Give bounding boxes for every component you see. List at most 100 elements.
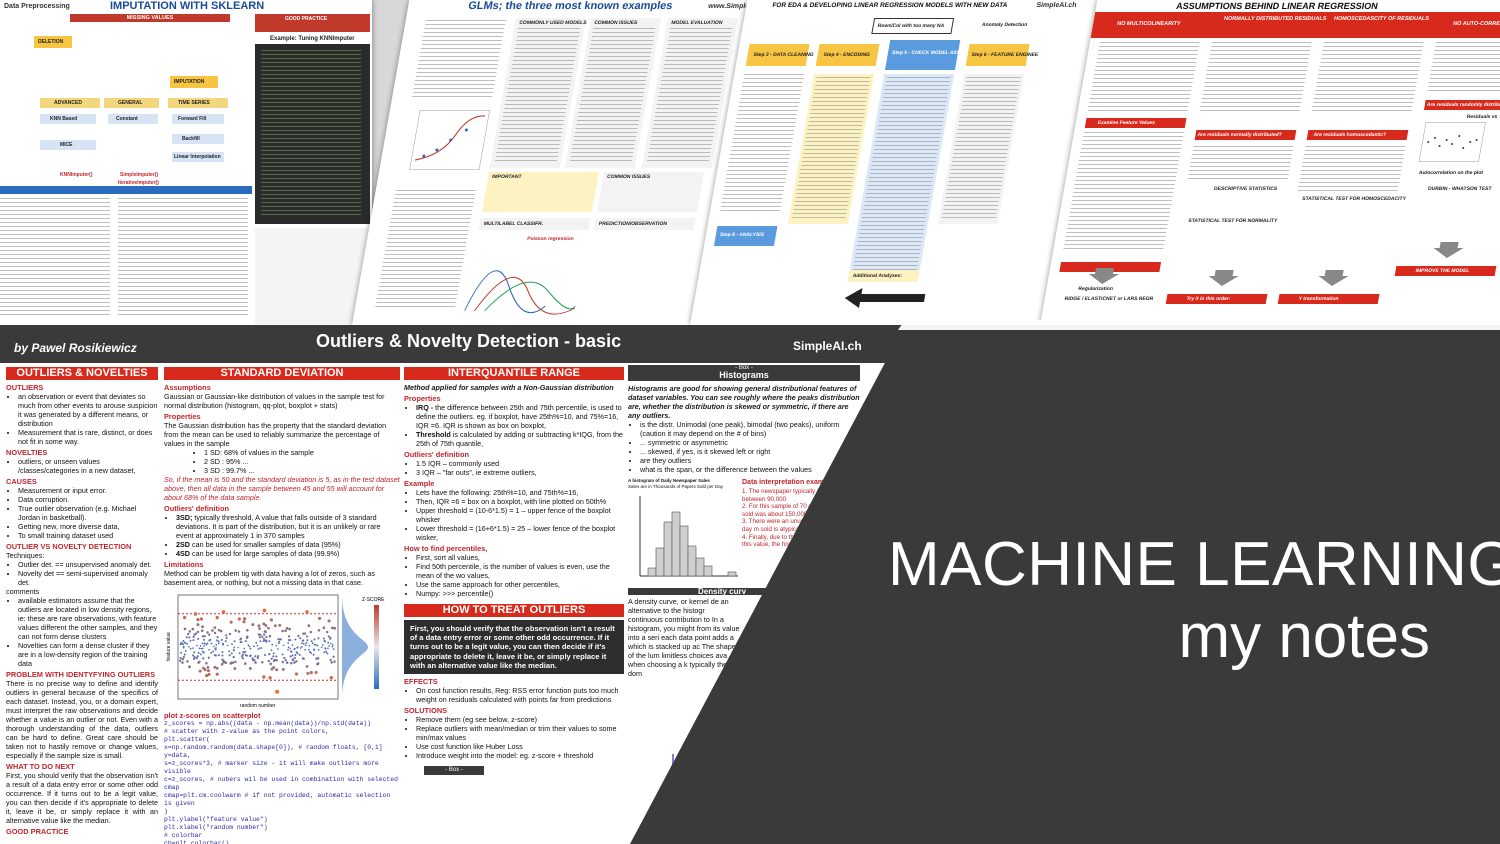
scatter-point [282, 644, 285, 647]
newspaper-histogram [639, 496, 738, 577]
scatter-point [253, 645, 255, 648]
scatter-point [317, 616, 322, 621]
scatter-point [217, 642, 220, 645]
scatter-point [205, 673, 209, 678]
scatter-point [323, 651, 326, 654]
scatter-point [219, 629, 223, 633]
scatter-point [188, 645, 190, 648]
author-label: by Pawel Rosikiewicz [14, 341, 137, 355]
scatter-point [188, 636, 191, 639]
scatter-point [251, 658, 255, 662]
scatter-point [298, 653, 301, 656]
scatter-point [269, 618, 273, 622]
scatter-point [329, 637, 332, 640]
scatter-point [213, 626, 217, 629]
treat-callout: First, you should verify that the observ… [404, 620, 624, 675]
scatter-point [281, 667, 285, 671]
scatter-point [234, 660, 237, 664]
scatter-point [217, 640, 220, 643]
scatter-point [304, 648, 306, 651]
scatter-point [309, 630, 313, 634]
scatter-point [210, 642, 213, 645]
scatter-point [211, 629, 214, 632]
iterativeimputer-label: IterativeImputer() [118, 180, 159, 186]
scatter-point [195, 657, 198, 660]
scatter-point [261, 635, 264, 638]
scatter-point [263, 639, 266, 642]
scatter-point [199, 653, 202, 656]
scatter-point [305, 665, 309, 668]
scatter-point [316, 662, 320, 665]
scatter-point [182, 656, 185, 659]
scatter-point [201, 642, 204, 645]
scatter-point [180, 651, 183, 654]
scatter-point [192, 657, 196, 660]
scatter-point [277, 638, 280, 641]
scatter-point [257, 624, 261, 628]
zscore-scatter-svg: Z-SCORE random number feature value [166, 594, 385, 709]
scatter-point [200, 647, 203, 650]
scatter-point [273, 658, 276, 662]
scatter-point [295, 660, 298, 663]
scatter-point [262, 675, 266, 679]
scatter-point [189, 648, 192, 650]
scatter-point [215, 643, 218, 646]
scatter-point [333, 660, 336, 663]
scatter-point [275, 655, 278, 658]
page-title: Outliers & Novelty Detection - basic [316, 331, 622, 351]
scatter-point [302, 642, 305, 645]
scatter-point [207, 656, 210, 659]
scatter-point [202, 657, 205, 660]
scatter-point [247, 644, 250, 646]
scatter-point [215, 647, 217, 649]
good-practice-box: GOOD PRACTICE [255, 14, 370, 32]
scatter-point [263, 654, 267, 657]
histograms-column: - Box - Histograms Histograms are good f… [628, 365, 860, 844]
scatter-point [192, 635, 195, 639]
scatter-point [230, 652, 233, 655]
scatter-point [228, 632, 232, 636]
scatter-point [275, 644, 278, 647]
scatter-point [285, 661, 289, 664]
scatter-point [243, 617, 247, 621]
scatter-point [184, 650, 187, 652]
scatter-point [327, 619, 331, 623]
scatter-point [199, 617, 204, 621]
scatter-point [294, 647, 296, 650]
scatter-point [309, 671, 313, 675]
scatter-point [206, 666, 210, 669]
scatter-point [221, 643, 224, 646]
scatter-point [215, 666, 219, 670]
scatter-point [294, 638, 297, 641]
sheet-title: IMPUTATION WITH SKLEARN [110, 0, 265, 12]
scatter-point [329, 658, 332, 662]
scatter-point [203, 642, 206, 645]
scatter-point [305, 610, 309, 614]
arrow-down-icon [1433, 242, 1464, 258]
scatter-point [241, 657, 245, 660]
scatter-point [265, 640, 268, 643]
scatter-point [317, 637, 320, 640]
arrow-left-icon [844, 288, 926, 308]
scatter-point [197, 637, 200, 640]
scatter-point [248, 645, 251, 648]
scatter-point [281, 660, 285, 664]
scatter-point [202, 666, 205, 670]
scatter-point [240, 655, 244, 658]
scatter-point [327, 635, 330, 638]
scatter-point [183, 627, 187, 631]
scatter-point [287, 639, 290, 642]
missing-values-band: MISSING VALUES [70, 14, 230, 22]
scatter-point [254, 655, 257, 658]
scatter-point [330, 661, 334, 664]
scatter-point [317, 628, 321, 632]
scatter-point [322, 644, 324, 646]
scatter-point [328, 645, 331, 647]
scatter-point [331, 645, 334, 648]
scatter-point [208, 633, 211, 636]
scatter-point [329, 675, 334, 680]
mice-box: MICE [40, 140, 96, 150]
scatter-point [188, 630, 192, 633]
scatter-point [248, 667, 252, 670]
sheet-title: ASSUMPTIONS BEHIND LINEAR REGRESSION [1175, 1, 1379, 11]
